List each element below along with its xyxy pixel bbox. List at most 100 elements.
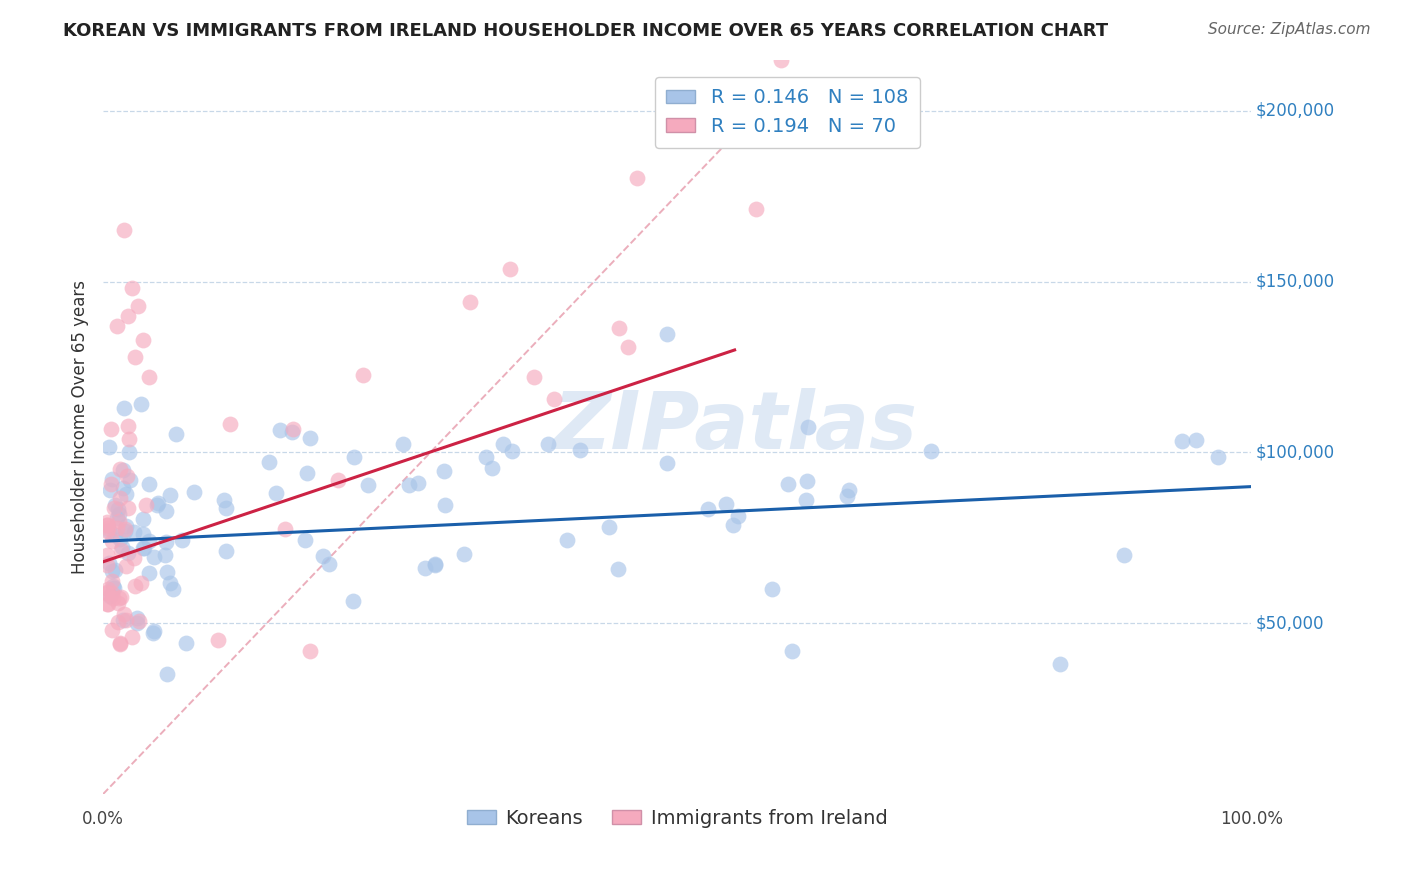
Point — [107, 596, 129, 610]
Point — [413, 561, 436, 575]
Point — [295, 467, 318, 481]
Point — [124, 350, 146, 364]
Point — [105, 319, 128, 334]
Point — [134, 541, 156, 556]
Point — [138, 477, 160, 491]
Point — [118, 473, 141, 487]
Point — [117, 445, 139, 459]
Point — [124, 550, 146, 565]
Point — [274, 522, 297, 536]
Point — [453, 547, 475, 561]
Point — [132, 527, 155, 541]
Point — [294, 533, 316, 548]
Point — [537, 436, 560, 450]
Point — [159, 488, 181, 502]
Point — [425, 557, 447, 571]
Point — [434, 498, 457, 512]
Point — [97, 440, 120, 454]
Text: $200,000: $200,000 — [1256, 102, 1334, 120]
Point — [112, 223, 135, 237]
Point — [501, 443, 523, 458]
Point — [657, 456, 679, 470]
Point — [283, 422, 305, 436]
Point — [474, 450, 496, 464]
Point — [523, 370, 546, 384]
Point — [406, 475, 429, 490]
Point — [607, 561, 630, 575]
Point — [101, 472, 124, 486]
Point — [114, 559, 136, 574]
Point — [138, 534, 160, 549]
Point — [97, 524, 120, 539]
Point — [96, 597, 118, 611]
Point — [105, 521, 128, 535]
Point — [101, 579, 124, 593]
Point — [598, 519, 620, 533]
Point — [108, 491, 131, 506]
Point — [794, 492, 817, 507]
Point — [122, 525, 145, 540]
Point — [117, 501, 139, 516]
Point — [96, 585, 118, 599]
Point — [727, 509, 749, 524]
Text: $150,000: $150,000 — [1256, 273, 1334, 291]
Point — [132, 512, 155, 526]
Point — [114, 613, 136, 627]
Point — [1185, 434, 1208, 448]
Point — [96, 586, 118, 600]
Point — [97, 557, 120, 571]
Point — [423, 558, 446, 572]
Point — [97, 582, 120, 596]
Point — [96, 524, 118, 538]
Point — [626, 170, 648, 185]
Y-axis label: Householder Income Over 65 years: Householder Income Over 65 years — [72, 280, 89, 574]
Point — [920, 444, 942, 458]
Point — [835, 489, 858, 503]
Point — [156, 667, 179, 681]
Point — [135, 499, 157, 513]
Point — [107, 514, 129, 528]
Point — [398, 478, 420, 492]
Point — [111, 541, 134, 555]
Point — [1049, 657, 1071, 672]
Point — [264, 486, 287, 500]
Point — [107, 502, 129, 516]
Point — [96, 518, 118, 533]
Point — [838, 483, 860, 497]
Point — [132, 333, 155, 347]
Point — [104, 563, 127, 577]
Point — [543, 392, 565, 406]
Point — [101, 623, 124, 637]
Point — [499, 262, 522, 277]
Point — [155, 548, 177, 562]
Text: $50,000: $50,000 — [1256, 615, 1324, 632]
Point — [96, 558, 118, 573]
Point — [318, 557, 340, 571]
Point — [1112, 548, 1135, 562]
Point — [107, 615, 129, 629]
Point — [101, 534, 124, 549]
Point — [607, 321, 630, 335]
Point — [312, 549, 335, 564]
Point — [104, 528, 127, 542]
Point — [215, 543, 238, 558]
Point — [343, 450, 366, 464]
Point — [146, 498, 169, 512]
Point — [96, 517, 118, 532]
Point — [174, 636, 197, 650]
Point — [776, 476, 799, 491]
Point — [131, 576, 153, 591]
Point — [97, 597, 120, 611]
Point — [97, 521, 120, 535]
Point — [96, 515, 118, 529]
Point — [143, 624, 166, 638]
Point — [121, 630, 143, 644]
Point — [183, 485, 205, 500]
Point — [616, 340, 638, 354]
Point — [105, 510, 128, 524]
Point — [104, 499, 127, 513]
Point — [555, 533, 578, 547]
Point — [165, 427, 187, 442]
Point — [299, 431, 322, 445]
Point — [112, 401, 135, 415]
